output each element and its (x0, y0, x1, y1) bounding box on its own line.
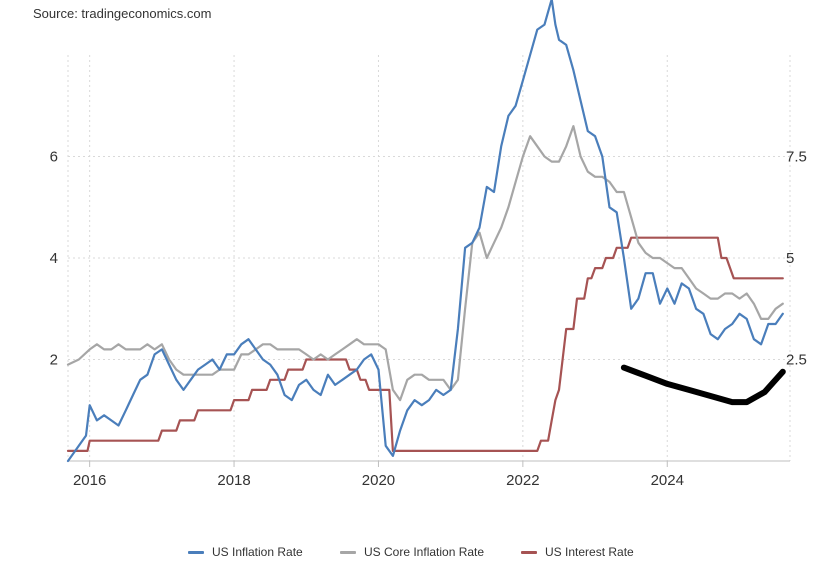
series-lines (66, 0, 784, 463)
legend-label-core-inflation: US Core Inflation Rate (364, 545, 485, 559)
x-axis-ticks: 2016 2018 2020 2022 2024 (73, 461, 684, 489)
right-tick-label: 7.5 (786, 149, 807, 166)
x-tick-label: 2022 (506, 472, 539, 489)
right-axis-ticks: 2.5 5 7.5 (786, 149, 807, 369)
annotation-curve (620, 364, 786, 406)
legend-swatch-inflation (188, 550, 204, 554)
legend-item-interest-rate[interactable]: US Interest Rate (521, 545, 634, 559)
source-label: Source: tradingeconomics.com (33, 6, 212, 21)
series-line-us-inflation-rate (66, 0, 784, 463)
x-tick-label: 2024 (651, 472, 684, 489)
left-tick-label: 4 (50, 250, 58, 267)
right-tick-label: 5 (786, 250, 794, 267)
series-line-us-core-inflation-rate (66, 124, 784, 402)
legend-swatch-core-inflation (340, 550, 356, 554)
legend-swatch-interest-rate (521, 550, 537, 554)
x-tick-label: 2020 (362, 472, 395, 489)
line-chart: 2016 2018 2020 2022 2024 2 4 6 2.5 5 7.5 (50, 0, 807, 489)
legend-label-interest-rate: US Interest Rate (545, 545, 634, 559)
x-tick-label: 2016 (73, 472, 106, 489)
left-tick-label: 6 (50, 149, 58, 166)
series-line-us-interest-rate (66, 236, 784, 452)
grid-lines (67, 55, 791, 462)
legend-item-inflation[interactable]: US Inflation Rate (188, 545, 303, 559)
x-tick-label: 2018 (217, 472, 250, 489)
right-tick-label: 2.5 (786, 352, 807, 369)
legend-label-inflation: US Inflation Rate (212, 545, 303, 559)
annotation-layer (620, 364, 786, 406)
legend-item-core-inflation[interactable]: US Core Inflation Rate (340, 545, 484, 559)
legend: US Inflation Rate US Core Inflation Rate… (0, 545, 828, 565)
left-tick-label: 2 (50, 352, 58, 369)
left-axis-ticks: 2 4 6 (50, 149, 58, 369)
